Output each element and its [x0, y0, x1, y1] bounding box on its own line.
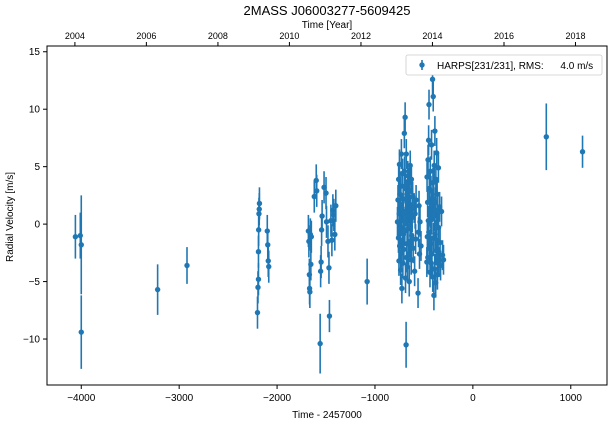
data-point: [406, 278, 412, 285]
data-point: [314, 188, 320, 194]
data-point: [424, 174, 430, 180]
data-point: [308, 234, 315, 240]
data-point: [438, 208, 445, 215]
data-point: [364, 278, 370, 285]
y-axis-label: Radial Velocity [m/s]: [5, 172, 16, 262]
data-point: [413, 197, 419, 203]
data-point: [434, 191, 440, 197]
y-tick-label: 10: [29, 105, 41, 116]
data-point: [425, 137, 432, 143]
data-point: [254, 309, 261, 316]
data-point: [426, 101, 432, 108]
data-point: [412, 236, 419, 242]
data-point: [308, 261, 314, 268]
data-point: [78, 329, 84, 335]
data-point: [317, 340, 323, 347]
data-point: [307, 289, 313, 295]
data-point: [398, 151, 405, 157]
x-tick-label: 1000: [560, 393, 583, 404]
data-point: [415, 290, 421, 296]
data-point: [402, 114, 408, 120]
data-point: [333, 203, 339, 209]
data-point: [255, 248, 262, 255]
plot-frame: [46, 45, 608, 386]
y-tick-label: −5: [29, 277, 41, 288]
data-point: [256, 200, 263, 207]
data-point: [430, 93, 436, 100]
legend: HARPS[231/231], RMS: 4.0 m/s: [405, 54, 603, 76]
data-points: [72, 64, 586, 374]
y-tick-label: 0: [34, 220, 40, 231]
data-point: [408, 176, 415, 183]
top-x-tick-label: 2012: [351, 31, 371, 41]
data-point: [418, 243, 424, 249]
data-point: [411, 268, 418, 274]
data-point: [318, 259, 324, 265]
x-tick-label: −2000: [263, 393, 292, 404]
legend-label: HARPS[231/231], RMS: 4.0 m/s: [437, 61, 593, 72]
data-point: [403, 342, 409, 348]
data-point: [431, 266, 438, 272]
data-point: [439, 252, 446, 258]
chart-title: 2MASS J06003277-5609425: [244, 3, 411, 18]
data-point: [329, 237, 335, 243]
y-tick-label: 5: [34, 162, 40, 173]
axis-ticks: −4000 −3000 −2000 −1000 0 1000 −10 −5 0 5 10 15 2004…: [23, 31, 585, 404]
data-point: [255, 276, 262, 282]
data-point: [326, 265, 332, 271]
data-point: [401, 246, 407, 253]
data-point: [330, 207, 336, 214]
data-point: [326, 313, 333, 319]
top-x-tick-label: 2006: [136, 31, 156, 41]
data-point: [429, 76, 436, 83]
data-point: [410, 245, 416, 251]
top-x-tick-label: 2014: [422, 31, 442, 41]
legend-box: [405, 54, 603, 76]
data-point: [579, 149, 586, 155]
x-tick-label: −3000: [165, 393, 194, 404]
data-point: [425, 157, 431, 163]
top-x-tick-label: 2018: [565, 31, 585, 41]
data-point: [412, 211, 418, 217]
data-point: [184, 262, 190, 269]
data-point: [416, 203, 422, 209]
x-tick-label: 0: [470, 393, 476, 404]
data-point: [78, 242, 84, 248]
x-tick-label: −4000: [67, 393, 96, 404]
data-point: [266, 263, 272, 270]
data-point: [432, 128, 438, 134]
y-tick-label: 15: [29, 47, 41, 58]
data-point: [403, 151, 410, 157]
data-point: [435, 165, 442, 171]
top-x-axis-label: Time [Year]: [302, 20, 353, 31]
top-x-tick-label: 2016: [494, 31, 514, 41]
top-x-tick-label: 2004: [65, 31, 85, 41]
data-point: [332, 231, 338, 238]
top-x-tick-label: 2008: [208, 31, 228, 41]
data-point: [440, 257, 447, 263]
data-point: [543, 134, 550, 140]
x-tick-label: −1000: [361, 393, 390, 404]
top-x-tick-label: 2010: [279, 31, 299, 41]
data-point: [323, 219, 330, 225]
data-point: [437, 239, 443, 246]
data-point: [154, 286, 161, 293]
x-axis-label: Time - 2457000: [292, 410, 362, 421]
data-point: [427, 168, 433, 174]
data-point: [323, 190, 329, 196]
data-point: [417, 219, 423, 225]
data-point: [72, 234, 79, 240]
data-point: [399, 285, 405, 292]
data-point: [401, 168, 408, 174]
data-point: [428, 142, 435, 148]
y-tick-label: −10: [23, 335, 40, 346]
data-point: [397, 267, 404, 273]
data-point: [319, 213, 325, 219]
legend-marker: [419, 62, 425, 68]
data-point: [77, 232, 83, 239]
